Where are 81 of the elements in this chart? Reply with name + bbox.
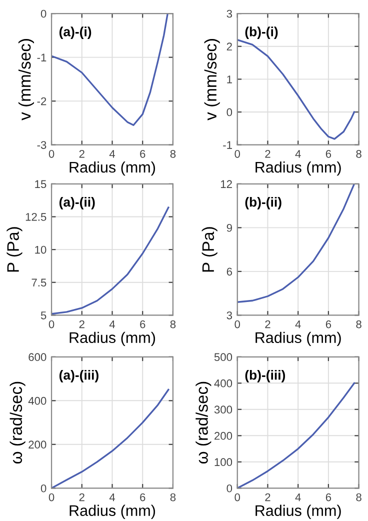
x-tick-label: 0 (234, 493, 240, 502)
y-tick-label: 300 (214, 406, 232, 414)
y-tick-label: 400 (28, 396, 46, 405)
x-tick-label: 0 (234, 320, 240, 328)
x-tick-label: 4 (109, 320, 116, 328)
y-tick-label: -3 (37, 141, 46, 149)
y-tick-label: 200 (214, 432, 232, 440)
y-tick-label: 600 (28, 353, 46, 362)
y-tick-label: 3 (226, 311, 232, 320)
x-tick-label: 0 (234, 150, 240, 158)
y-tick-label: 3 (226, 10, 232, 18)
x-tick-label: 6 (326, 493, 332, 502)
x-tick-label: 2 (265, 150, 270, 158)
x-tick-label: 6 (140, 150, 146, 158)
annotation: (a)-(i) (59, 26, 92, 39)
line-series (237, 38, 356, 140)
x-tick-label: 8 (356, 320, 362, 328)
x-tick-label: 0 (48, 150, 54, 158)
x-tick-label: 8 (170, 493, 176, 502)
y-axis-title: ω (rad/sec) (10, 382, 26, 464)
y-tick-label: 0 (40, 484, 46, 492)
annotation: (b)-(iii) (245, 370, 286, 382)
x-axis-title: Radius (mm) (256, 332, 341, 346)
x-tick-label: 8 (170, 150, 176, 158)
annotation: (b)-(ii) (245, 197, 282, 210)
y-axis-title: ω (rad/sec) (196, 382, 212, 464)
annotation: (b)-(i) (245, 26, 278, 39)
y-axis-title: P (Pa) (202, 227, 218, 272)
y-axis-title: v (mm/sec) (18, 39, 34, 120)
x-tick-label: 4 (109, 150, 116, 158)
y-tick-label: 1 (227, 76, 232, 84)
line-series (52, 14, 168, 126)
x-tick-label: 8 (170, 320, 176, 328)
x-tick-label: 6 (140, 493, 146, 502)
x-tick-label: 2 (265, 493, 270, 502)
annotation: (a)-(ii) (59, 197, 95, 210)
x-tick-label: 2 (79, 150, 84, 158)
x-tick-label: 4 (109, 493, 116, 502)
x-tick-label: 8 (356, 150, 362, 158)
y-tick-label: 15 (35, 180, 46, 188)
x-tick-label: 2 (79, 493, 84, 502)
y-tick-label: 12.5 (26, 213, 46, 221)
x-axis-title: Radius (mm) (70, 332, 156, 346)
line-series (237, 382, 356, 488)
y-tick-label: 0 (226, 484, 232, 492)
y-axis-title: P (Pa) (6, 227, 22, 272)
y-tick-label: 9 (226, 224, 232, 232)
x-tick-label: 2 (79, 320, 84, 328)
y-tick-label: 6 (226, 268, 232, 276)
x-tick-label: 2 (265, 320, 270, 328)
x-tick-label: 4 (295, 150, 301, 158)
y-tick-label: -2 (37, 97, 46, 106)
y-tick-label: 400 (214, 379, 232, 388)
x-tick-label: 6 (326, 320, 332, 328)
y-tick-label: 0 (226, 108, 232, 116)
x-axis-title: Radius (mm) (70, 504, 156, 520)
x-tick-label: 4 (295, 493, 301, 502)
line-series (52, 388, 170, 488)
y-tick-label: -1 (37, 54, 46, 62)
x-axis-title: Radius (mm) (256, 504, 341, 520)
y-tick-label: 5 (40, 312, 46, 320)
x-tick-label: 6 (140, 320, 146, 328)
y-axis-title: v (mm/sec) (204, 39, 220, 120)
x-axis-title: Radius (mm) (256, 161, 341, 176)
y-tick-label: 12 (220, 180, 232, 188)
x-tick-label: 8 (356, 493, 362, 502)
y-tick-label: 200 (28, 440, 46, 449)
line-series (237, 184, 356, 303)
x-tick-label: 0 (48, 320, 54, 328)
x-tick-label: 4 (295, 320, 301, 328)
y-tick-label: 0 (40, 10, 46, 18)
x-axis-title: Radius (mm) (70, 161, 156, 176)
x-tick-label: 6 (326, 150, 332, 158)
y-tick-label: 2 (226, 42, 232, 50)
y-tick-label: 100 (214, 458, 232, 466)
y-tick-label: 10 (35, 246, 46, 254)
y-tick-label: -1 (223, 141, 232, 149)
y-tick-label: 500 (214, 353, 232, 362)
x-tick-label: 0 (48, 493, 54, 502)
annotation: (a)-(iii) (59, 370, 98, 382)
y-tick-label: 7.5 (32, 278, 46, 287)
